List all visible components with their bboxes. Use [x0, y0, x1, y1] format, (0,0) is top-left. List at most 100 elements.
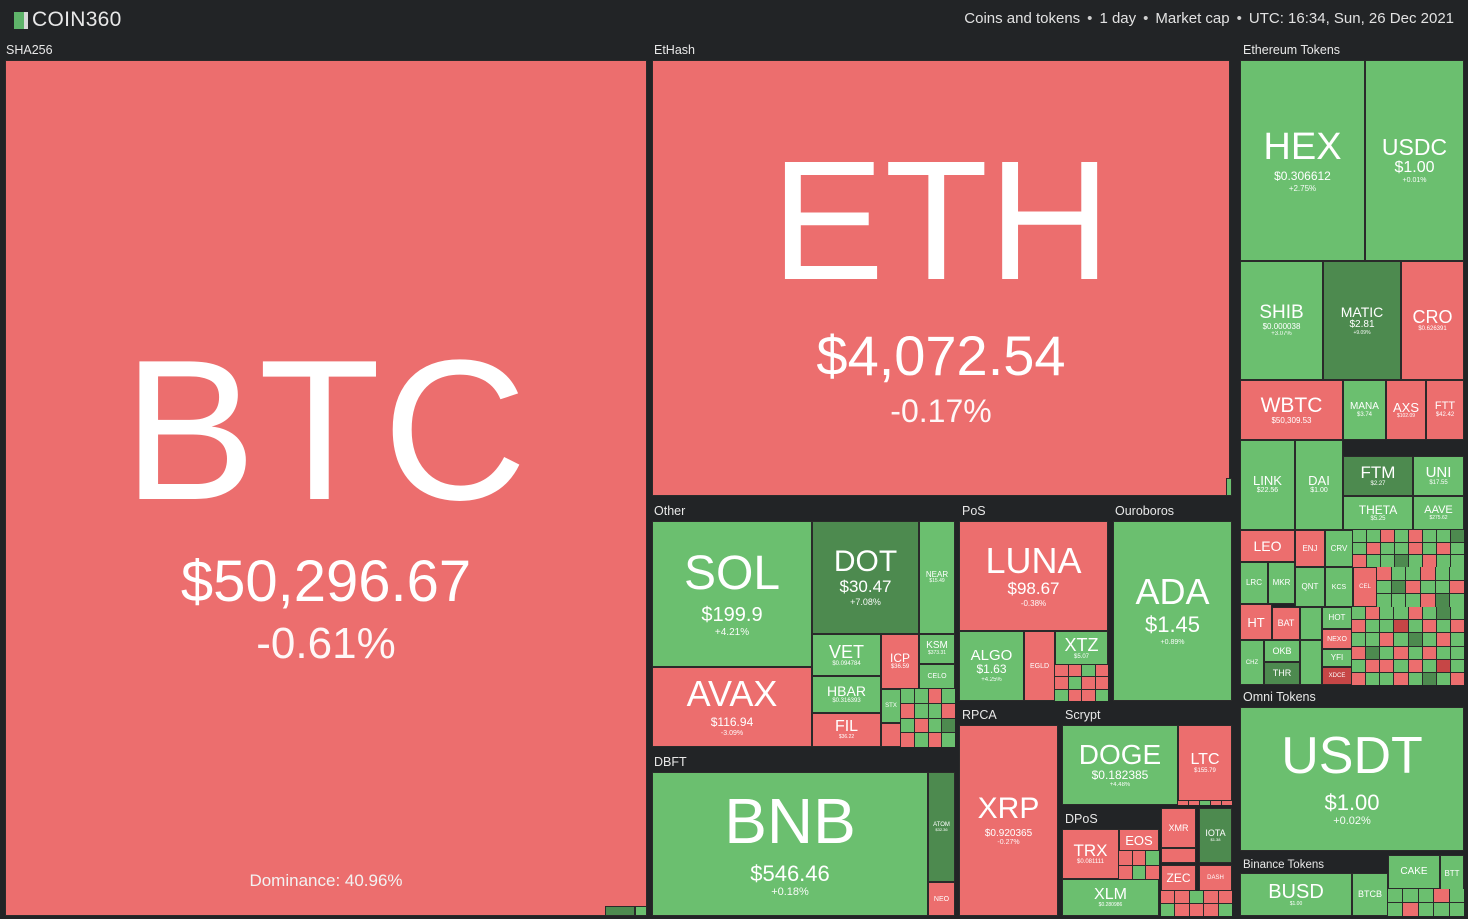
coin-change: +0.01% [1402, 177, 1427, 184]
coin-tile-ksm[interactable]: KSM $373.31 [919, 634, 955, 664]
coin-tile-xrp[interactable]: XRP $0.920365 -0.27% [959, 725, 1058, 916]
filter-period[interactable]: 1 day [1099, 10, 1137, 27]
coin-tile-xdce[interactable]: XDCE [1322, 667, 1352, 685]
coin-tile-shib[interactable]: SHIB $0.000038 +3.07% [1240, 261, 1323, 380]
coin-tile-algo[interactable]: ALGO $1.63 +4.25% [959, 631, 1024, 701]
coin-tile-small[interactable] [1300, 640, 1322, 685]
coin-tile-crv[interactable]: CRV [1325, 530, 1353, 567]
coin-tile-sol[interactable]: SOL $199.9 +4.21% [652, 521, 812, 667]
coin-tile-small[interactable] [881, 723, 901, 747]
coin-tile-doge[interactable]: DOGE $0.182385 +4.48% [1062, 725, 1178, 805]
coin-tile-mana[interactable]: MANA $3.74 [1343, 380, 1386, 440]
filter-coin-type[interactable]: Coins and tokens [964, 10, 1081, 27]
coin-tile-axs[interactable]: AXS $102.09 [1386, 380, 1426, 440]
coin-tile-wbtc[interactable]: WBTC $50,309.53 [1240, 380, 1343, 440]
small-coins-cluster[interactable] [1161, 891, 1232, 916]
coin-tile-dot[interactable]: DOT $30.47 +7.08% [812, 521, 919, 634]
coin-tile-fil[interactable]: FIL $36.22 [812, 713, 881, 747]
coin-tile-hbar[interactable]: HBAR $0.316393 [812, 676, 881, 713]
coin-tile-usdt[interactable]: USDT $1.00 +0.02% [1240, 707, 1464, 851]
coin-symbol: ETH [771, 125, 1111, 316]
coin-tile-chz[interactable]: CHZ [1240, 640, 1264, 685]
coin-tile-small[interactable] [1161, 848, 1196, 863]
coin-tile-ht[interactable]: HT [1240, 604, 1272, 640]
coin-price: $0.081111 [1076, 859, 1105, 866]
coin-tile-bnb[interactable]: BNB $546.46 +0.18% [652, 772, 928, 916]
small-coins-cluster[interactable] [1388, 889, 1464, 916]
coin-tile-xmr[interactable]: XMR [1161, 808, 1196, 848]
coin-tile-small[interactable] [1300, 607, 1322, 640]
coin-tile-near[interactable]: NEAR $15.49 [919, 521, 955, 634]
coin-price: $0.306612 [1274, 168, 1331, 183]
coin-tile-xlm[interactable]: XLM $0.280986 [1062, 879, 1159, 916]
small-coins-cluster[interactable] [901, 689, 955, 747]
coin-tile-small[interactable] [605, 906, 635, 916]
coin-tile-matic[interactable]: MATIC $2.81 +9.09% [1323, 261, 1401, 380]
coin-tile-lrc[interactable]: LRC [1240, 562, 1268, 604]
coin-tile-usdc[interactable]: USDC $1.00 +0.01% [1365, 60, 1464, 261]
small-coins-cluster[interactable] [1353, 530, 1464, 567]
coin-tile-nexo[interactable]: NEXO [1322, 629, 1352, 649]
small-coins-cluster[interactable] [1178, 801, 1232, 805]
coin-tile-uni[interactable]: UNI $17.55 [1413, 456, 1464, 496]
coin-tile-ada[interactable]: ADA $1.45 +0.89% [1113, 521, 1232, 701]
coin-tile-yfi[interactable]: YFI [1322, 649, 1352, 667]
coin-tile-atom[interactable]: ATOM $32.36 [928, 772, 955, 882]
coin-tile-luna[interactable]: LUNA $98.67 -0.38% [959, 521, 1108, 631]
coin-tile-btt[interactable]: BTT [1440, 855, 1464, 893]
coin-tile-cel[interactable]: CEL [1353, 567, 1377, 607]
coin-tile-thr[interactable]: THR [1264, 662, 1300, 685]
coin-tile-stx[interactable]: STX [881, 689, 901, 723]
coin-tile-icp[interactable]: ICP $36.59 [881, 634, 919, 689]
coin-tile-avax[interactable]: AVAX $116.94 -3.09% [652, 667, 812, 747]
coin-tile-ftm[interactable]: FTM $2.27 [1343, 456, 1413, 496]
coin-tile-qnt[interactable]: QNT [1295, 567, 1325, 607]
coin-tile-mkr[interactable]: MKR [1268, 562, 1295, 604]
group-label-ouroboros: Ouroboros [1115, 504, 1175, 518]
coin-tile-cro[interactable]: CRO $0.626391 [1401, 261, 1464, 380]
coin-tile-neo[interactable]: NEO [928, 882, 955, 916]
coin-tile-trx[interactable]: TRX $0.081111 [1062, 829, 1119, 879]
coin-tile-eth[interactable]: ETH $4,072.54 -0.17% [652, 60, 1230, 496]
small-coins-cluster[interactable] [1377, 567, 1464, 607]
coin-tile-leo[interactable]: LEO [1240, 530, 1295, 562]
small-coins-cluster[interactable] [1055, 665, 1108, 701]
coin-tile-celo[interactable]: CELO [919, 664, 955, 689]
coin-tile-cake[interactable]: CAKE [1388, 855, 1440, 889]
coin-symbol: LRC [1245, 578, 1262, 587]
coin-tile-link[interactable]: LINK $22.56 [1240, 440, 1295, 530]
coin-tile-eos[interactable]: EOS [1119, 829, 1159, 851]
coin-tile-dai[interactable]: DAI $1.00 [1295, 440, 1343, 530]
coin-tile-zec[interactable]: ZEC [1161, 865, 1196, 891]
coin-symbol: FIL [834, 718, 859, 736]
coin-tile-theta[interactable]: THETA $5.25 [1343, 496, 1413, 530]
coin-tile-hex[interactable]: HEX $0.306612 +2.75% [1240, 60, 1365, 261]
coin-tile-hot[interactable]: HOT [1322, 607, 1352, 629]
coin-tile-kcs[interactable]: KCS [1325, 567, 1353, 607]
coin-tile-small[interactable] [1226, 478, 1232, 496]
coin-tile-okb[interactable]: OKB [1264, 640, 1300, 662]
coin-tile-enj[interactable]: ENJ [1295, 530, 1325, 567]
coin-tile-iota[interactable]: IOTA $1.38 [1199, 808, 1232, 863]
coin-symbol: WBTC [1260, 393, 1323, 417]
coin-tile-xtz[interactable]: XTZ $5.07 [1055, 631, 1108, 665]
coin-tile-egld[interactable]: EGLD [1024, 631, 1055, 701]
filter-metric[interactable]: Market cap [1155, 10, 1230, 27]
coin-tile-aave[interactable]: AAVE $275.62 [1413, 496, 1464, 530]
coin-tile-small[interactable] [635, 906, 647, 916]
coin-tile-vet[interactable]: VET $0.094784 [812, 634, 881, 676]
coin-tile-btc[interactable]: BTC $50,296.67 -0.61% [5, 60, 647, 916]
coin360-logo[interactable]: COIN360 [14, 7, 122, 33]
coin-tile-ftt[interactable]: FTT $42.42 [1426, 380, 1464, 440]
small-coins-cluster[interactable] [1119, 851, 1159, 879]
coin-tile-busd[interactable]: BUSD $1.00 [1240, 873, 1352, 916]
coin-price: $32.36 [935, 826, 948, 832]
small-coins-cluster[interactable] [1352, 607, 1464, 685]
coin-tile-bat[interactable]: BAT [1272, 607, 1300, 640]
coin-tile-btcb[interactable]: BTCB [1352, 873, 1388, 916]
coin-tile-ltc[interactable]: LTC $155.79 [1178, 725, 1232, 801]
coin-tile-dash[interactable]: DASH [1199, 865, 1232, 891]
coin-price: $275.62 [1429, 514, 1448, 521]
coin-symbol: CHZ [1245, 659, 1259, 666]
coin-change: +9.09% [1353, 330, 1371, 337]
